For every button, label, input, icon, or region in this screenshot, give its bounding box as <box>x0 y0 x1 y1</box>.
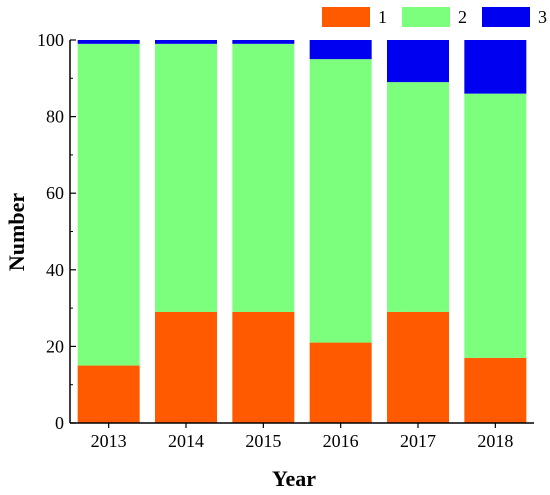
bar-2015-series-3 <box>232 40 295 44</box>
bar-2014-series-3 <box>155 40 217 44</box>
bar-2013-series-1 <box>77 365 140 423</box>
x-tick-label: 2013 <box>91 431 127 451</box>
bar-2018-series-1 <box>464 357 527 423</box>
y-tick-label: 100 <box>37 30 64 50</box>
y-ticks-layer: 0 20 40 60 80 100 <box>37 30 76 433</box>
legend: 1 2 3 <box>322 7 547 27</box>
y-axis-title: Number <box>4 193 29 271</box>
bar-2018-series-2 <box>464 93 527 358</box>
x-tick-label: 2017 <box>400 431 436 451</box>
bar-2016-series-1 <box>309 342 372 423</box>
x-tick-label: 2018 <box>477 431 513 451</box>
bar-2013-series-3 <box>77 40 140 44</box>
legend-swatch-3 <box>482 7 530 27</box>
bar-2016-series-2 <box>309 59 372 343</box>
legend-label-2: 2 <box>458 7 467 27</box>
x-tick-label: 2016 <box>323 431 359 451</box>
y-tick-label: 60 <box>46 183 64 203</box>
y-tick-label: 80 <box>46 107 64 127</box>
bars-layer <box>77 40 527 423</box>
y-tick-label: 20 <box>46 336 64 356</box>
bar-2015-series-2 <box>232 43 295 312</box>
legend-swatch-2 <box>402 7 450 27</box>
y-tick-label: 0 <box>55 413 64 433</box>
bar-2017-series-3 <box>387 40 449 83</box>
bar-2016-series-3 <box>309 40 372 60</box>
x-tick-label: 2014 <box>168 431 204 451</box>
x-ticks-layer: 2013 2014 2015 2016 2017 2018 <box>91 423 513 451</box>
bar-2015-series-1 <box>232 311 295 423</box>
bar-2014-series-2 <box>155 43 217 312</box>
x-axis-title: Year <box>272 466 316 491</box>
legend-swatch-1 <box>322 7 370 27</box>
bar-2017-series-2 <box>387 82 449 312</box>
y-tick-label: 40 <box>46 260 64 280</box>
bar-2017-series-1 <box>387 311 449 423</box>
legend-label-1: 1 <box>378 7 387 27</box>
legend-label-3: 3 <box>538 7 547 27</box>
x-tick-label: 2015 <box>245 431 281 451</box>
bar-2014-series-1 <box>155 311 217 423</box>
bar-2013-series-2 <box>77 43 140 366</box>
bar-2018-series-3 <box>464 40 527 94</box>
